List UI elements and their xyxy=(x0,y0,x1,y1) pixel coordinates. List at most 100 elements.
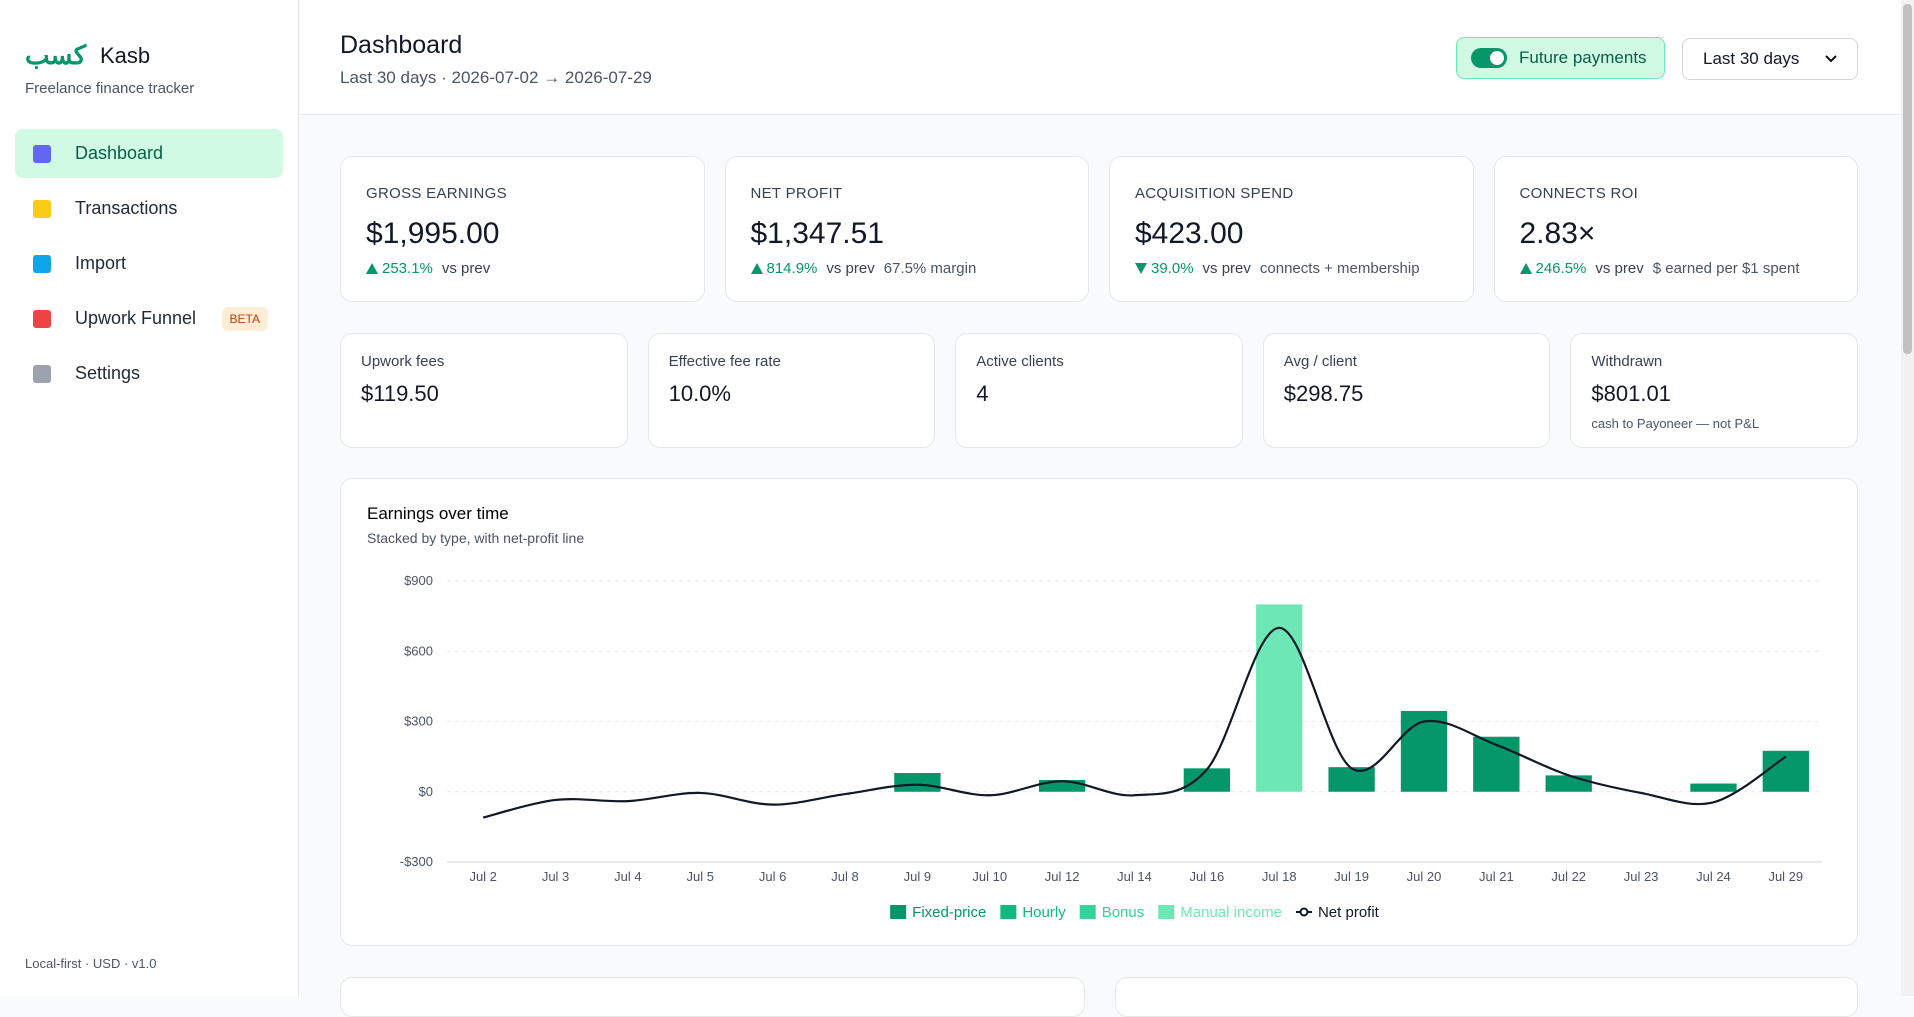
bottom-card xyxy=(340,977,1085,1017)
x-tick-label: Jul 22 xyxy=(1551,869,1586,884)
kpi-delta-row: 814.9% vs prev 67.5% margin xyxy=(750,260,977,277)
kpi-label: ACQUISITION SPEND xyxy=(1135,185,1294,202)
chevron xyxy=(1825,55,1837,63)
stat-card: Withdrawn $801.01 cash to Payoneer — not P… xyxy=(1570,333,1858,448)
y-tick-label: $0 xyxy=(419,784,433,799)
chart-subtitle: Stacked by type, with net-profit line xyxy=(367,530,584,546)
stat-label: Active clients xyxy=(976,353,1064,370)
nav-icon xyxy=(33,309,51,328)
future-toggle[interactable]: Future payments xyxy=(1456,37,1665,79)
kpi-delta-value: 39.0% xyxy=(1151,260,1194,277)
sidebar-footer: Local-first · USD · v1.0 xyxy=(25,956,157,971)
stat-label: Withdrawn xyxy=(1591,353,1663,370)
kpi-value: $423.00 xyxy=(1135,217,1244,250)
stat-label: Effective fee rate xyxy=(668,353,781,370)
legend-item: Hourly xyxy=(1000,904,1066,921)
legend-item: Manual income xyxy=(1158,904,1282,921)
page-title: Dashboard xyxy=(340,31,463,59)
bar xyxy=(1400,710,1448,792)
nav-label: Upwork Funnel xyxy=(75,308,197,328)
stat-label: Upwork fees xyxy=(361,353,445,370)
nav-item[interactable]: Settings xyxy=(15,349,283,398)
nav-icon xyxy=(33,254,51,273)
switch[interactable] xyxy=(1471,48,1507,68)
bottom-card xyxy=(1115,977,1858,1017)
delta-arrow xyxy=(1135,263,1147,274)
kpi-delta-label: vs prev xyxy=(1595,260,1644,277)
x-tick-label: Jul 12 xyxy=(1045,869,1080,884)
kpi-label: GROSS EARNINGS xyxy=(366,185,507,202)
legend: Fixed-price Hourly Bonus Manual income Net p… xyxy=(890,904,1380,921)
stat-value: $298.75 xyxy=(1283,381,1364,406)
chart: Earnings over time Stacked by type, with… xyxy=(367,504,1822,921)
x-tick-label: Jul 18 xyxy=(1262,869,1297,884)
kpi-delta: 814.9% xyxy=(750,260,817,277)
kpi-card: ACQUISITION SPEND $423.00 39.0% vs prev conn… xyxy=(1109,156,1474,302)
kpi-delta-row: 246.5% vs prev $ earned per $1 spent xyxy=(1519,260,1800,277)
nav-item[interactable]: Dashboard xyxy=(15,129,283,178)
x-tick-label: Jul 10 xyxy=(972,869,1007,884)
kpi-card: GROSS EARNINGS $1,995.00 253.1% vs prev xyxy=(340,156,705,302)
kpi-value: $1,347.51 xyxy=(750,217,884,250)
kpi-note: 67.5% margin xyxy=(883,260,977,277)
nav-badge: BETA xyxy=(221,306,268,331)
kpi-delta-row: 39.0% vs prev connects + membership xyxy=(1135,260,1420,277)
brand-arabic: كسب xyxy=(25,40,87,70)
nav-item[interactable]: Import xyxy=(15,239,283,288)
stat-value: 10.0% xyxy=(668,381,731,406)
stat-value: $119.50 xyxy=(361,381,439,406)
kpi-delta: 253.1% xyxy=(366,260,433,277)
legend-swatch xyxy=(1000,905,1017,919)
kpi-delta-row: 253.1% vs prev xyxy=(366,260,490,277)
legend-dot xyxy=(1299,907,1309,917)
delta-arrow xyxy=(750,263,763,274)
net-profit-line xyxy=(482,626,1787,819)
kpi-delta: 39.0% xyxy=(1135,260,1194,277)
range-select[interactable]: Last 30 days xyxy=(1682,38,1858,80)
bar xyxy=(894,773,941,792)
nav-icon xyxy=(33,144,51,163)
x-tick-label: Jul 3 xyxy=(542,869,569,884)
legend-label: Net profit xyxy=(1318,904,1380,921)
nav-item[interactable]: Transactions xyxy=(15,184,283,233)
y-tick-label: $300 xyxy=(404,714,433,729)
x-tick-label: Jul 5 xyxy=(687,869,714,884)
kpi-delta-label: vs prev xyxy=(826,260,875,277)
stat-card: Avg / client $298.75 xyxy=(1262,333,1551,448)
sidebar: كسب Kasb Freelance finance tracker Dashb… xyxy=(0,0,299,996)
delta-arrow xyxy=(366,263,378,274)
bar xyxy=(1038,780,1086,792)
kpi-card: NET PROFIT $1,347.51 814.9% vs prev 67.5% ma… xyxy=(724,156,1089,302)
nav-label: Settings xyxy=(75,363,141,383)
x-tick-label: Jul 2 xyxy=(469,869,496,884)
legend-item: Bonus xyxy=(1079,904,1144,921)
header: Dashboard Last 30 days · 2026-07-02 → 20… xyxy=(300,0,1901,115)
kpi-delta-label: vs prev xyxy=(441,260,491,277)
kpi-delta: 246.5% xyxy=(1519,260,1586,277)
range-label: Last 30 days xyxy=(1703,49,1800,68)
nav-item[interactable]: Upwork Funnel BETA xyxy=(15,294,283,343)
stat-card: Active clients 4 xyxy=(955,333,1243,448)
x-tick-label: Jul 19 xyxy=(1334,869,1369,884)
x-tick-label: Jul 20 xyxy=(1407,869,1442,884)
x-tick-label: Jul 6 xyxy=(759,869,786,884)
legend-swatch xyxy=(1158,905,1175,919)
kpi-note: $ earned per $1 spent xyxy=(1652,260,1800,277)
x-tick-label: Jul 4 xyxy=(614,869,641,884)
x-tick-label: Jul 29 xyxy=(1768,869,1803,884)
x-tick-label: Jul 9 xyxy=(904,869,931,884)
chart-title: Earnings over time xyxy=(367,504,509,523)
y-tick-label: $600 xyxy=(404,643,433,658)
chart-card: Earnings over time Stacked by type, with… xyxy=(340,478,1858,946)
stat-card: Effective fee rate 10.0% xyxy=(647,333,936,448)
brand-name: Kasb xyxy=(100,43,151,68)
y-tick-label: -$300 xyxy=(400,854,433,869)
stat-label: Avg / client xyxy=(1283,353,1357,370)
nav-label: Dashboard xyxy=(75,143,164,163)
x-tick-label: Jul 14 xyxy=(1117,869,1152,884)
scrollbar[interactable] xyxy=(1901,0,1914,996)
stat-card: Upwork fees $119.50 xyxy=(340,333,628,448)
tagline: Freelance finance tracker xyxy=(25,80,195,97)
